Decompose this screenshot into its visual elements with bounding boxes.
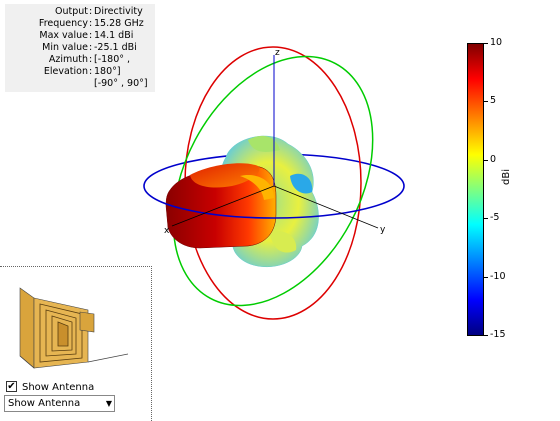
colorbar-tick-label: -10: [490, 271, 506, 282]
antenna-preview-panel: [0, 266, 152, 421]
info-separator: :: [89, 18, 93, 29]
info-value: 15.28 GHz: [94, 18, 144, 29]
info-value: 14.1 dBi: [94, 30, 134, 41]
antenna-display-dropdown[interactable]: Show Antenna ▼: [4, 395, 115, 412]
colorbar-tick-label: -5: [490, 212, 500, 223]
show-antenna-checkbox[interactable]: ✔: [6, 381, 17, 392]
info-separator: :: [89, 42, 93, 53]
info-row-elevation: Elevation : 180°]: [5, 66, 155, 78]
info-key: Output: [55, 6, 88, 17]
info-row-output: Output : Directivity: [5, 6, 155, 18]
pattern-lobe-patch: [290, 173, 313, 194]
pattern-info-box: Output : Directivity Frequency : 15.28 G…: [5, 4, 155, 92]
info-key: Elevation: [43, 66, 88, 77]
info-value: -25.1 dBi: [94, 42, 137, 53]
info-value: 180°]: [94, 66, 121, 77]
pattern-lobe-patch: [248, 135, 280, 152]
y-axis-label: y: [380, 225, 386, 235]
colorbar-tick: [484, 335, 488, 336]
info-value: [-90° , 90°]: [94, 78, 148, 89]
colorbar-tick-label: -15: [490, 329, 506, 340]
info-key: Max value: [39, 30, 88, 41]
y-axis: [273, 185, 379, 229]
info-key: Frequency: [38, 18, 88, 29]
colorbar-tick: [484, 218, 488, 219]
z-axis-label: z: [275, 48, 280, 58]
info-separator: :: [89, 30, 93, 41]
show-antenna-label[interactable]: Show Antenna: [22, 382, 95, 393]
colorbar-tick-label: 5: [490, 95, 497, 106]
info-value: [-180° ,: [94, 54, 131, 65]
colorbar-tick: [484, 160, 488, 161]
horn-antenna-icon: [19, 287, 129, 369]
azimuth-ring-front: [143, 185, 405, 219]
info-row-frequency: Frequency : 15.28 GHz: [5, 18, 155, 30]
info-separator: :: [89, 6, 93, 17]
pattern-main-beam-edge: [240, 174, 274, 200]
info-key: Min value: [42, 42, 88, 53]
dropdown-value: Show Antenna: [8, 398, 81, 409]
info-value: Directivity: [94, 6, 143, 17]
radiation-pattern-plot[interactable]: z y x: [0, 0, 460, 420]
colorbar-title: dBi: [501, 169, 512, 185]
info-key: Azimuth: [48, 54, 88, 65]
info-separator: :: [89, 54, 93, 65]
colorbar-tick: [484, 277, 488, 278]
checkmark-icon: ✔: [7, 381, 16, 392]
info-row-azimuth: Azimuth : [-180° ,: [5, 54, 155, 66]
chevron-down-icon: ▼: [105, 399, 112, 408]
colorbar-tick: [484, 101, 488, 102]
info-separator: :: [89, 66, 93, 77]
info-row-min: Min value : -25.1 dBi: [5, 42, 155, 54]
info-row-max: Max value : 14.1 dBi: [5, 30, 155, 42]
pattern-main-beam-top: [190, 163, 260, 188]
info-row-elevation-range: [-90° , 90°]: [5, 78, 155, 90]
x-axis-label: x: [164, 226, 170, 236]
colorbar-tick-label: 0: [490, 154, 497, 165]
colorbar: [467, 43, 484, 336]
colorbar-tick: [484, 43, 488, 44]
elevation-ring-green: [172, 55, 374, 307]
pattern-lobe-patch: [270, 230, 297, 253]
x-axis: [171, 185, 275, 227]
colorbar-tick-label: 10: [490, 37, 503, 48]
